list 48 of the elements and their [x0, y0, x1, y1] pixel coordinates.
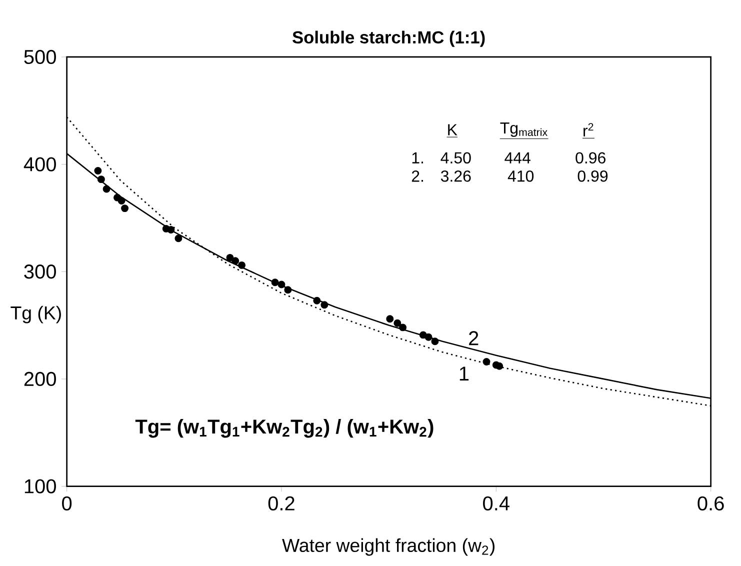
- point: [238, 261, 246, 269]
- y-tick-label: 400: [24, 157, 56, 172]
- x-tick-label: 0.2: [268, 496, 294, 510]
- point: [102, 185, 110, 193]
- annotation: 3.26: [440, 170, 471, 182]
- y-axis-title: Tg (K): [10, 306, 61, 324]
- y-tick-label: 300: [24, 264, 56, 279]
- x-tick-label: 0.4: [483, 496, 510, 510]
- series-label: 1: [460, 366, 469, 380]
- point: [399, 324, 407, 332]
- y-tick-label: 100: [24, 479, 56, 494]
- point: [394, 319, 402, 327]
- series-label: 2: [469, 331, 478, 346]
- point: [284, 286, 292, 294]
- annotation: 0.96: [576, 152, 606, 164]
- y-tick-label: 200: [24, 372, 56, 386]
- point: [232, 257, 240, 265]
- annotation: 1.: [412, 152, 424, 164]
- point: [482, 358, 490, 366]
- text: Tg= (w$_{1}$Tg$_{1}$+Kw$_{2}$Tg$_{2}$) / (w$_{1}$+Kw$_{2}$): [135, 418, 434, 438]
- point: [278, 280, 286, 288]
- point: [271, 278, 279, 286]
- point: [496, 362, 504, 370]
- x-tick-label: 0.6: [698, 496, 724, 510]
- annotation: 410: [508, 170, 534, 182]
- point: [174, 234, 182, 242]
- point: [431, 338, 439, 346]
- annotation: 0.99: [578, 170, 608, 182]
- point: [97, 176, 105, 184]
- y-tick-label: 500: [24, 50, 56, 64]
- annotation: Tg$_{matrix}$: [500, 122, 548, 137]
- annotation: r$^{2}$: [584, 123, 594, 136]
- point: [94, 167, 102, 174]
- x-axis-title: Water weight fraction (w$_{2}$): [282, 538, 494, 556]
- annotation: K: [448, 124, 458, 136]
- point: [167, 226, 175, 234]
- annotation: 444: [504, 152, 530, 164]
- x-tick-label: 0: [62, 496, 72, 510]
- point: [313, 296, 321, 304]
- point: [386, 315, 394, 323]
- point: [121, 204, 129, 212]
- point: [226, 254, 234, 262]
- annotation: 4.50: [440, 152, 471, 164]
- chart-title: Soluble starch:MC (1:1): [292, 30, 485, 47]
- point: [424, 333, 432, 341]
- point: [118, 197, 126, 205]
- annotation: 2.: [412, 170, 424, 182]
- point: [320, 301, 328, 309]
